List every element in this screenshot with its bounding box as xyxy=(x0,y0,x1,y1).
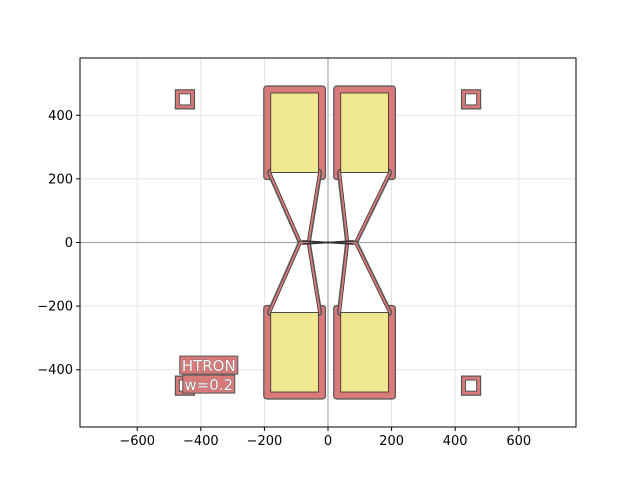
y-tick-label-3: 200 xyxy=(48,172,73,187)
x-tick-label-1: −400 xyxy=(183,434,219,449)
x-tick-label-5: 400 xyxy=(443,434,468,449)
y-axis-ticks: −400 −200 0 200 400 xyxy=(37,109,80,378)
y-tick-label-4: 400 xyxy=(48,109,73,124)
y-tick-label-2: 0 xyxy=(65,236,73,251)
x-axis-ticks: −600 −400 −200 0 200 400 600 xyxy=(119,427,531,449)
chip-label-line1: HTRON xyxy=(182,357,236,375)
chip-label-line2: w=0.2 xyxy=(184,376,233,394)
chip-label-box-line1 xyxy=(179,355,239,375)
layout-shapes xyxy=(174,85,482,400)
alignment-marker-hole-top-left xyxy=(178,93,191,106)
x-tick-label-3: 0 xyxy=(324,434,332,449)
x-tick-label-2: −200 xyxy=(247,434,283,449)
alignment-marker-hole-top-right xyxy=(465,93,478,106)
pad-top-right xyxy=(340,92,389,173)
alignment-marker-hole-bottom-right xyxy=(465,379,478,392)
x-tick-label-6: 600 xyxy=(506,434,531,449)
y-tick-label-1: −200 xyxy=(37,300,73,315)
pad-top-left xyxy=(270,92,319,173)
x-tick-label-0: −600 xyxy=(119,434,155,449)
chip-label: HTRON w=0.2 xyxy=(179,355,239,394)
crossing-b xyxy=(302,240,354,245)
y-tick-label-0: −400 xyxy=(37,363,73,378)
chip-label-box-line2 xyxy=(182,374,236,394)
x-tick-label-4: 200 xyxy=(379,434,404,449)
pad-bottom-right xyxy=(340,312,389,393)
pad-bottom-left xyxy=(270,312,319,393)
